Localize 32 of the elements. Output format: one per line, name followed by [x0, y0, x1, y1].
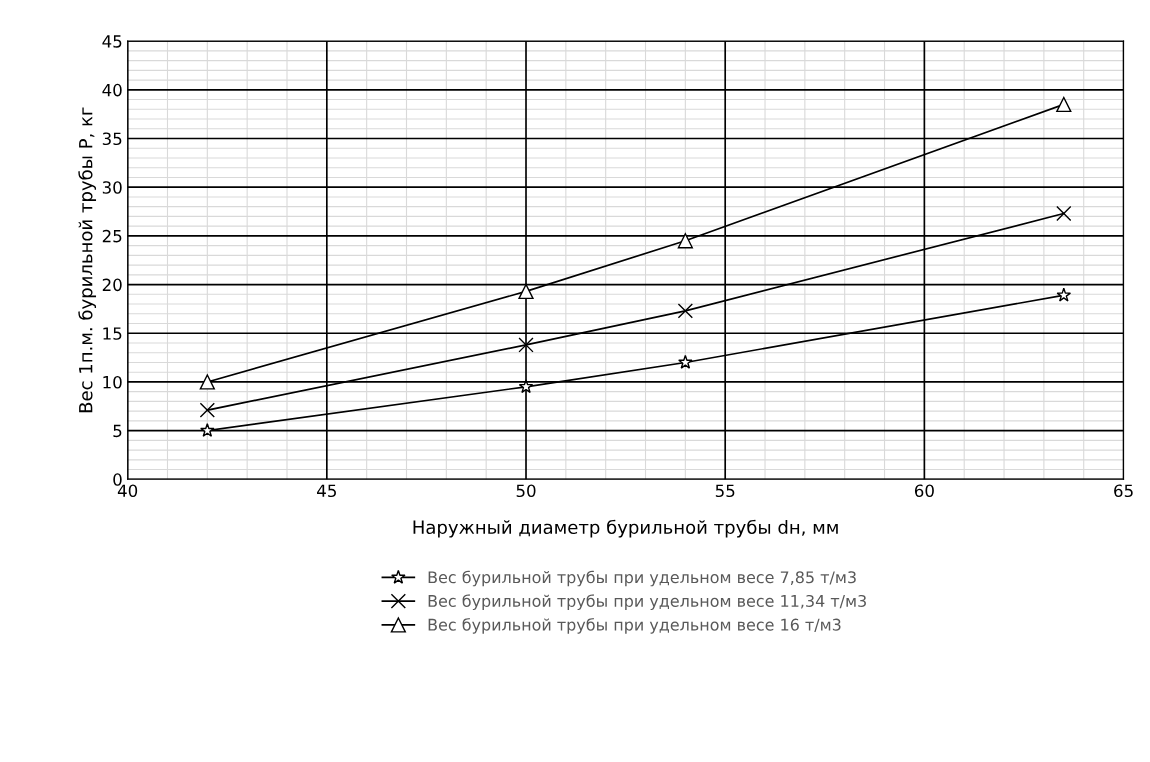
y-axis-title: Вес 1п.м. бурильной трубы Р, кг — [78, 107, 97, 413]
legend-label: Вес бурильной трубы при удельном весе 7,85 т/м3 — [428, 570, 856, 587]
x-tick-label: 65 — [1114, 484, 1133, 498]
point — [677, 233, 693, 249]
point — [200, 422, 215, 437]
legend-label: Вес бурильной трубы при удельном весе 16 т/м3 — [428, 618, 841, 634]
point — [518, 283, 534, 300]
y-tick-label: 25 — [102, 229, 122, 243]
point — [677, 303, 693, 319]
x-axis-title: Наружный диаметр бурильной трубы dн, мм — [413, 519, 838, 538]
point — [1056, 96, 1072, 113]
point — [199, 374, 215, 390]
point — [518, 379, 534, 394]
point — [1056, 287, 1072, 302]
legend-label: Вес бурильной трубы при удельном весе 11,34 т/м3 — [428, 594, 866, 611]
y-tick-label: 20 — [102, 278, 122, 292]
point — [678, 354, 693, 369]
point — [518, 337, 534, 353]
point — [199, 402, 215, 418]
y-tick-label: 40 — [102, 83, 122, 97]
point — [1056, 205, 1072, 222]
x-tick-label: 50 — [516, 484, 536, 498]
y-tick-label: 5 — [113, 424, 122, 438]
y-tick-label: 0 — [113, 473, 122, 486]
y-tick-label: 15 — [103, 327, 122, 340]
y-tick-label: 35 — [102, 132, 122, 146]
x-tick-label: 45 — [317, 484, 336, 498]
y-tick-label: 45 — [102, 35, 122, 48]
y-tick-label: 10 — [103, 375, 122, 389]
x-tick-label: 60 — [914, 484, 934, 498]
x-tick-label: 55 — [715, 484, 735, 498]
y-tick-label: 30 — [102, 181, 122, 194]
